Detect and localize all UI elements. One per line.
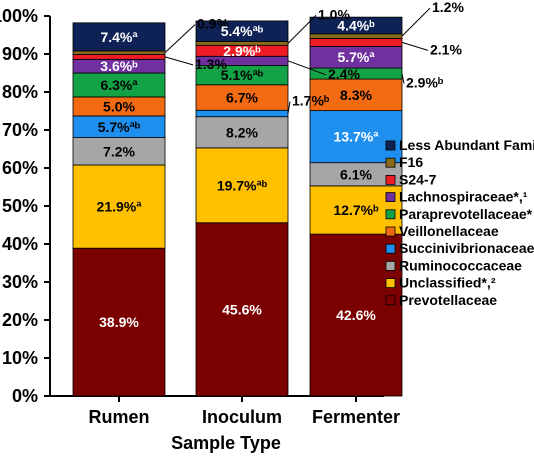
data-label: 2.1% bbox=[430, 41, 462, 57]
bars-layer bbox=[72, 16, 403, 397]
bar-segment bbox=[72, 247, 166, 397]
label-leader-line bbox=[287, 15, 317, 44]
legend-label: Less Abundant Families bbox=[399, 137, 534, 153]
data-label: 6.3%ª bbox=[100, 77, 138, 93]
legend-label: F16 bbox=[399, 154, 423, 170]
data-label: 19.7%ªᵇ bbox=[217, 177, 268, 193]
data-label: 4.4%ᵇ bbox=[337, 18, 375, 34]
data-label: 42.6% bbox=[336, 307, 376, 323]
legend-swatch bbox=[385, 140, 396, 151]
y-tick-label: 0% bbox=[12, 386, 38, 406]
label-leader-line bbox=[401, 7, 431, 37]
data-label: 5.4%ªᵇ bbox=[221, 23, 264, 39]
legend-swatch bbox=[385, 226, 396, 237]
data-label: 2.9%ᵇ bbox=[223, 43, 261, 59]
bar-segment bbox=[309, 16, 403, 35]
legend-label: Unclassified*,² bbox=[399, 275, 496, 291]
x-tick-label: Inoculum bbox=[202, 407, 282, 427]
data-label: 2.4% bbox=[328, 66, 360, 82]
data-label: 7.2% bbox=[103, 143, 135, 159]
bar-segment bbox=[309, 33, 403, 39]
data-label: 7.4%ª bbox=[100, 29, 138, 45]
data-label: 38.9% bbox=[99, 314, 139, 330]
x-tick-label: Rumen bbox=[88, 407, 149, 427]
x-tick-label: Fermenter bbox=[312, 407, 400, 427]
legend-swatch bbox=[385, 157, 396, 168]
data-label: 3.6%ᵇ bbox=[100, 58, 138, 74]
y-tick-label: 60% bbox=[2, 158, 38, 178]
bar-segment bbox=[72, 50, 166, 55]
legend-label: Lachnospiraceae*,¹ bbox=[399, 189, 528, 205]
data-label: 6.7% bbox=[226, 90, 258, 106]
bar-segment bbox=[309, 110, 403, 164]
data-label: 5.7%ªᵇ bbox=[98, 119, 141, 135]
data-label: 0.9% bbox=[197, 16, 229, 32]
legend-swatch bbox=[385, 260, 396, 271]
legend-swatch bbox=[385, 174, 396, 185]
legend-swatch bbox=[385, 192, 396, 203]
label-leader-line bbox=[164, 24, 196, 54]
legend: Less Abundant FamiliesF16S24-7 Lachnospir… bbox=[385, 137, 534, 308]
data-label: 1.0% bbox=[318, 6, 350, 22]
label-leader-line bbox=[401, 41, 429, 51]
bar-segment bbox=[72, 22, 166, 52]
labels-layer: 38.9% 45.6% 42.6% 21.9%ª 19.7%ªᵇ 12.7%ᵇ 7.2% 8.… bbox=[97, 0, 465, 330]
data-label: 12.7%ᵇ bbox=[333, 202, 379, 218]
legend-swatch bbox=[385, 209, 396, 220]
legend-swatch bbox=[385, 243, 396, 254]
legend-label: Succinivibrionaceae bbox=[399, 240, 534, 256]
legend-label: Ruminococcaceae bbox=[399, 257, 522, 273]
label-leader-line bbox=[287, 60, 327, 76]
data-label: 8.2% bbox=[226, 124, 258, 140]
data-label: 1.7%ᵇ bbox=[292, 92, 330, 108]
data-label: 6.1% bbox=[340, 166, 372, 182]
data-label: 45.6% bbox=[222, 301, 262, 317]
data-label: 2.9%ᵇ bbox=[406, 75, 444, 91]
label-leader-line bbox=[287, 101, 291, 114]
legend-swatch bbox=[385, 278, 396, 289]
legend-label: Paraprevotellaceae* bbox=[399, 206, 533, 222]
bar-segment bbox=[195, 20, 289, 42]
y-tick-label: 50% bbox=[2, 196, 38, 216]
y-tick-label: 30% bbox=[2, 272, 38, 292]
y-tick-label: 70% bbox=[2, 120, 38, 140]
bar-segment bbox=[309, 38, 403, 47]
y-tick-label: 90% bbox=[2, 44, 38, 64]
data-label: 21.9%ª bbox=[97, 199, 143, 215]
data-label: 5.0% bbox=[103, 98, 135, 114]
bar-segment bbox=[72, 137, 166, 166]
legend-label: S24-7 bbox=[399, 171, 437, 187]
data-label: 1.3% bbox=[195, 56, 227, 72]
y-tick-label: 40% bbox=[2, 234, 38, 254]
bar-segment bbox=[195, 84, 289, 111]
bar-segment bbox=[195, 147, 289, 224]
data-label: 1.2% bbox=[432, 0, 464, 15]
y-tick-label: 20% bbox=[2, 310, 38, 330]
bar-segment bbox=[195, 222, 289, 397]
y-tick-label: 80% bbox=[2, 82, 38, 102]
label-leader-line bbox=[164, 56, 194, 66]
legend-swatch bbox=[385, 295, 396, 306]
legend-label: Veillonellaceae bbox=[399, 223, 499, 239]
x-axis-title: Sample Type bbox=[171, 433, 281, 453]
data-label: 5.1%ªᵇ bbox=[221, 67, 264, 83]
legend-label: Prevotellaceae bbox=[399, 292, 497, 308]
data-label: 13.7%ª bbox=[334, 129, 380, 145]
data-label: 5.7%ª bbox=[337, 49, 375, 65]
y-tick-label: 10% bbox=[2, 348, 38, 368]
label-leader-line bbox=[401, 73, 405, 84]
data-label: 8.3% bbox=[340, 87, 372, 103]
bar-segment bbox=[195, 109, 289, 118]
bar-segment bbox=[309, 78, 403, 112]
bar-segment bbox=[195, 116, 289, 149]
y-tick-label: 100% bbox=[0, 6, 38, 26]
axis-layer: 0% 10% 20% 30% 40% 50% 60% 70% 80% 90% 100% Rumen In… bbox=[0, 6, 400, 427]
